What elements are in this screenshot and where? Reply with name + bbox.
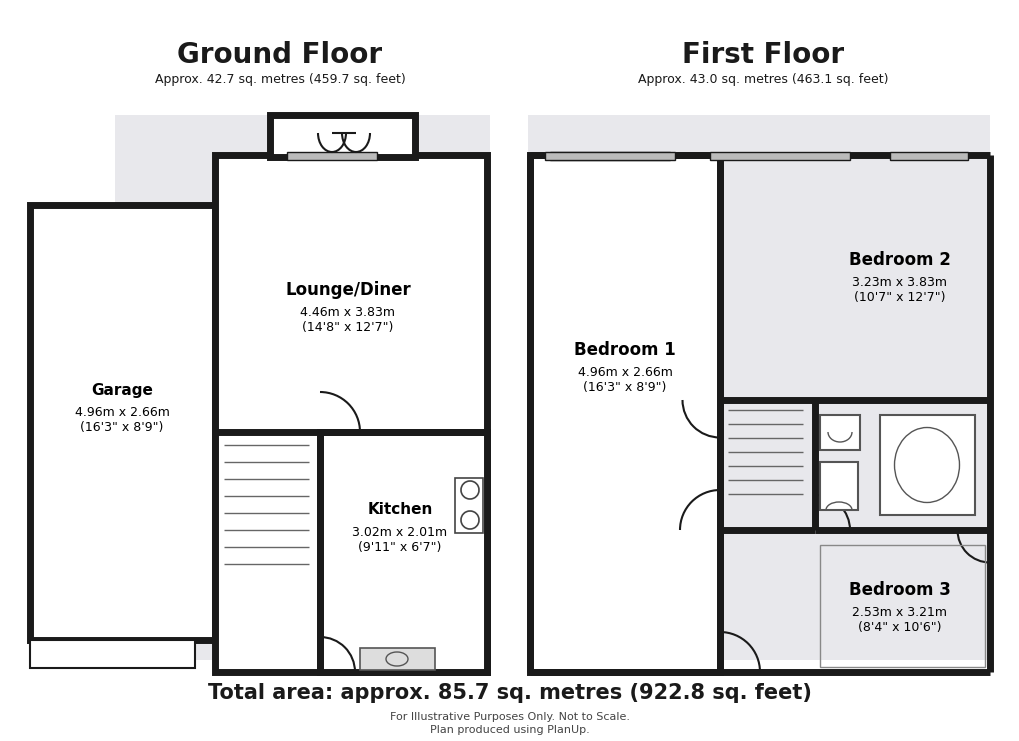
Text: First Floor: First Floor [682, 41, 844, 69]
Bar [30, 205, 215, 640]
Bar [890, 152, 967, 160]
Bar [549, 152, 669, 160]
Text: Bedroom 2: Bedroom 2 [848, 251, 950, 269]
Text: 4.46m x 3.83m: 4.46m x 3.83m [301, 305, 395, 319]
Text: Kitchen: Kitchen [367, 502, 432, 517]
Text: For Illustrative Purposes Only. Not to Scale.: For Illustrative Purposes Only. Not to S… [389, 712, 630, 722]
Bar [819, 415, 859, 450]
Bar [530, 155, 719, 672]
Text: (14'8" x 12'7"): (14'8" x 12'7") [302, 322, 393, 334]
Bar [215, 155, 486, 672]
Bar [528, 115, 989, 660]
Bar [879, 415, 974, 515]
Text: (16'3" x 8'9"): (16'3" x 8'9") [81, 422, 163, 434]
Text: (9'11" x 6'7"): (9'11" x 6'7") [358, 542, 441, 554]
Text: Approx. 42.7 sq. metres (459.7 sq. feet): Approx. 42.7 sq. metres (459.7 sq. feet) [155, 73, 405, 87]
Bar [819, 545, 984, 667]
Text: 4.96m x 2.66m: 4.96m x 2.66m [74, 405, 169, 419]
Bar [709, 152, 849, 160]
Bar [30, 640, 195, 668]
Text: Bedroom 3: Bedroom 3 [848, 581, 950, 599]
Text: Total area: approx. 85.7 sq. metres (922.8 sq. feet): Total area: approx. 85.7 sq. metres (922… [208, 683, 811, 703]
Text: Lounge/Diner: Lounge/Diner [285, 281, 411, 299]
Text: Approx. 43.0 sq. metres (463.1 sq. feet): Approx. 43.0 sq. metres (463.1 sq. feet) [637, 73, 888, 87]
Text: 4.96m x 2.66m: 4.96m x 2.66m [577, 365, 672, 379]
Bar [819, 462, 857, 510]
Bar [320, 432, 486, 672]
Bar [544, 152, 675, 160]
Bar [454, 478, 483, 533]
Text: 3.23m x 3.83m: 3.23m x 3.83m [852, 276, 947, 288]
Text: (8'4" x 10'6"): (8'4" x 10'6") [857, 622, 941, 634]
Text: 3.02m x 2.01m: 3.02m x 2.01m [353, 525, 447, 539]
Text: Bedroom 1: Bedroom 1 [574, 341, 676, 359]
Text: Ground Floor: Ground Floor [177, 41, 382, 69]
Bar [270, 115, 415, 157]
Bar [115, 115, 489, 660]
Bar [360, 648, 434, 670]
Text: Garage: Garage [91, 382, 153, 397]
Text: 2.53m x 3.21m: 2.53m x 3.21m [852, 605, 947, 619]
Text: (16'3" x 8'9"): (16'3" x 8'9") [583, 382, 666, 394]
Bar [286, 152, 377, 160]
Text: (10'7" x 12'7"): (10'7" x 12'7") [854, 291, 945, 305]
Text: Plan produced using PlanUp.: Plan produced using PlanUp. [430, 725, 589, 735]
